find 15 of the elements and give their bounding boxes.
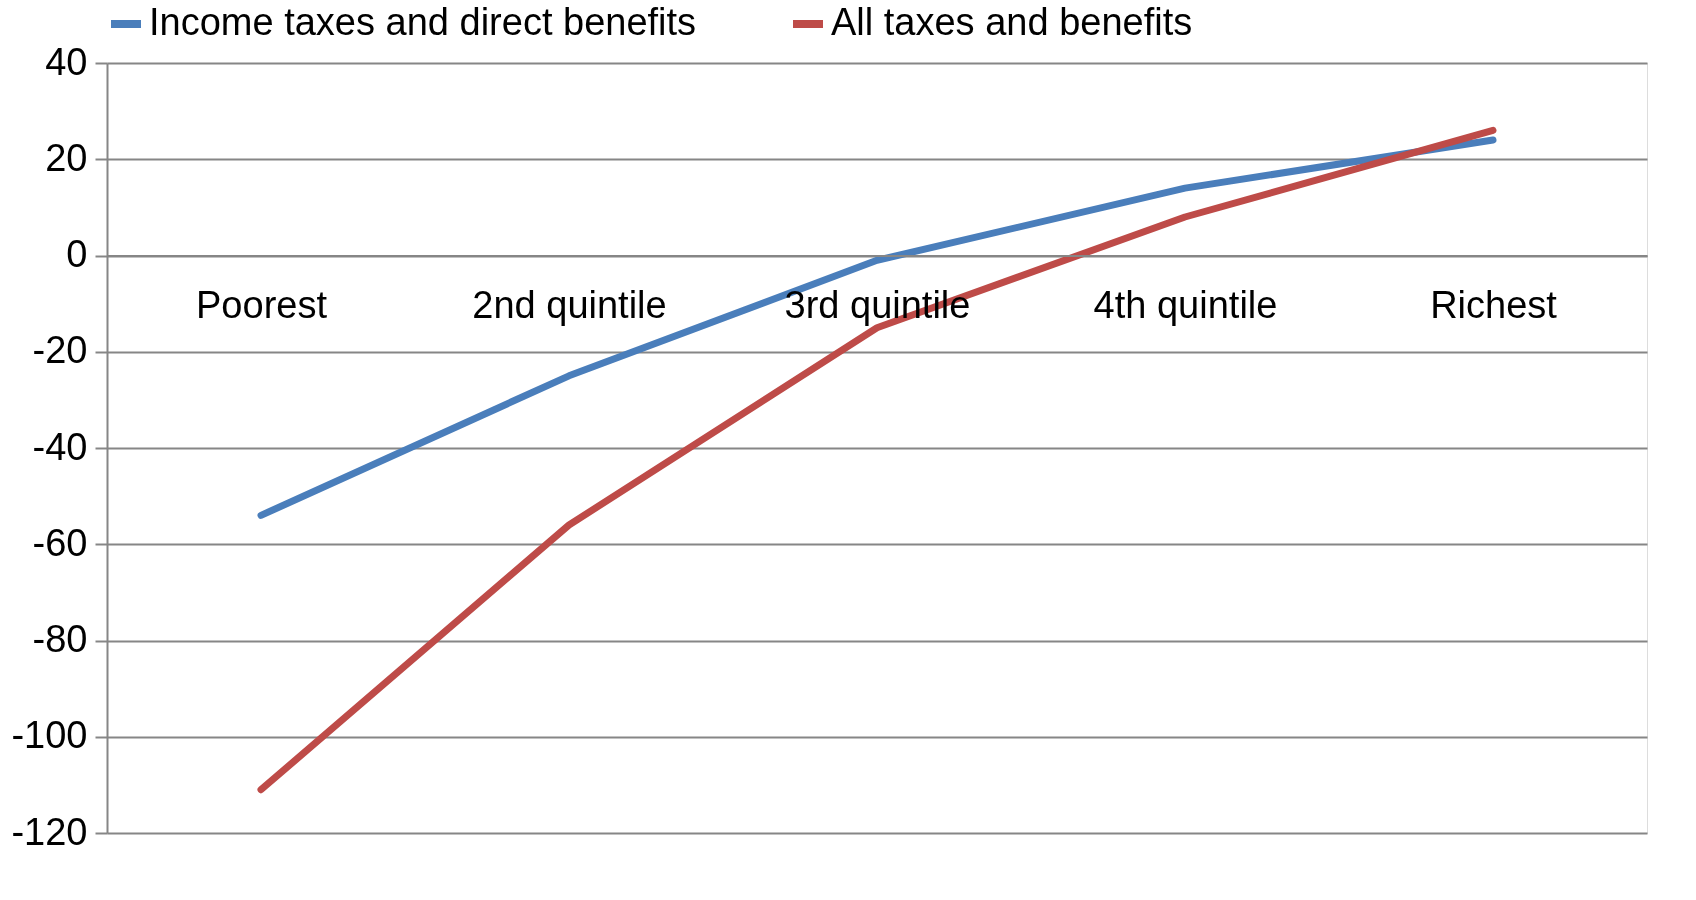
x-tick-label: Poorest — [196, 284, 328, 326]
y-tick-label: -80 — [32, 618, 88, 660]
legend-label: Income taxes and direct benefits — [149, 1, 697, 43]
legend-label: All taxes and benefits — [831, 1, 1193, 43]
y-tick-label: -120 — [11, 810, 88, 853]
y-tick-label: -20 — [32, 329, 88, 372]
y-tick-label: -40 — [32, 425, 88, 468]
x-tick-label: 2nd quintile — [472, 284, 667, 326]
y-tick-label: 0 — [66, 233, 88, 275]
y-tick-label: 20 — [45, 136, 88, 179]
x-tick-label: 4th quintile — [1093, 284, 1278, 326]
y-tick-label: 40 — [45, 40, 88, 83]
y-tick-label: -100 — [11, 714, 88, 757]
y-tick-label: -60 — [32, 521, 88, 564]
x-tick-label: Richest — [1430, 284, 1558, 326]
